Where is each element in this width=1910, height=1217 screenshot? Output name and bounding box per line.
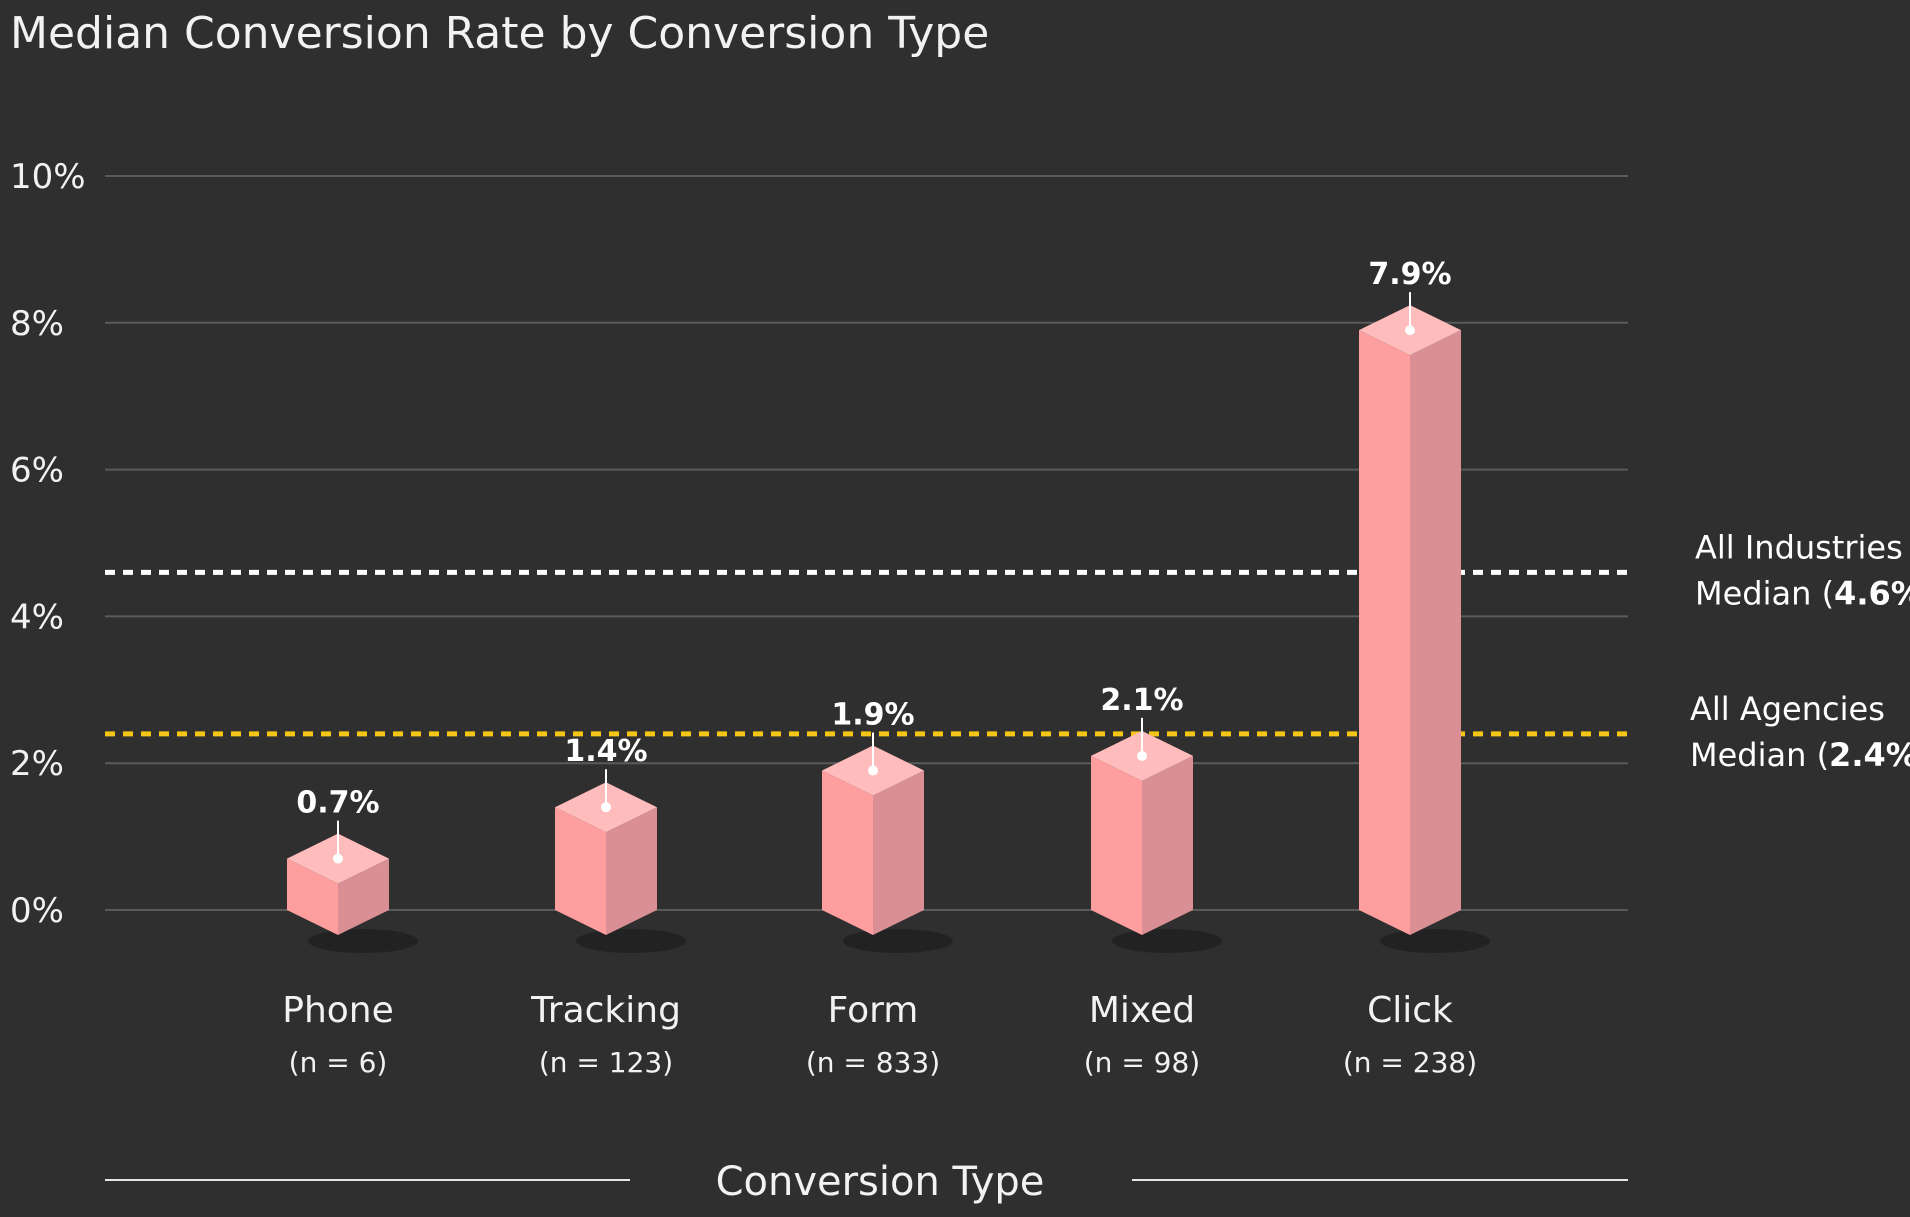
- bar-left-face: [822, 770, 873, 935]
- value-dot: [333, 853, 343, 864]
- reference-label-line1: All Industries: [1695, 528, 1903, 566]
- bar-right-face: [338, 858, 389, 935]
- bar-shadow: [1112, 929, 1222, 953]
- reference-label-prefix: Median (: [1690, 736, 1829, 774]
- bar: 1.9%: [822, 698, 953, 953]
- category-label: Mixed: [1089, 990, 1195, 1031]
- reference-label-prefix: Median (: [1695, 574, 1834, 612]
- sample-size-label: (n = 6): [289, 1046, 388, 1079]
- chart-title: Median Conversion Rate by Conversion Typ…: [10, 8, 989, 59]
- bar: 7.9%: [1359, 257, 1490, 953]
- y-axis-ticks: 0% 2% 4% 6% 8% 10%: [10, 157, 86, 931]
- category-label: Tracking: [530, 990, 681, 1031]
- category-label: Phone: [282, 990, 394, 1031]
- sample-size-label: (n = 98): [1084, 1046, 1200, 1079]
- bar-left-face: [555, 807, 606, 935]
- reference-label-line2: Median (4.6%): [1695, 574, 1910, 612]
- bar-right-face: [873, 770, 924, 935]
- reference-label-line1: All Agencies: [1690, 690, 1885, 728]
- reference-label-value: 4.6%: [1834, 574, 1910, 612]
- value-dot: [601, 802, 611, 813]
- bar-shadow: [308, 929, 418, 953]
- sample-size-label: (n = 238): [1343, 1046, 1477, 1079]
- value-dot: [1405, 325, 1415, 336]
- y-tick-label: 10%: [10, 157, 86, 197]
- value-label: 1.9%: [831, 698, 914, 733]
- value-label: 1.4%: [564, 734, 647, 769]
- y-tick-label: 4%: [10, 597, 64, 637]
- bar: 0.7%: [287, 786, 418, 953]
- y-tick-label: 0%: [10, 891, 64, 931]
- sample-size-label: (n = 123): [539, 1046, 673, 1079]
- bar-right-face: [1142, 755, 1193, 935]
- value-label: 7.9%: [1368, 257, 1451, 292]
- bar-right-face: [1410, 330, 1461, 935]
- category-label: Form: [828, 990, 919, 1031]
- y-tick-label: 8%: [10, 304, 64, 344]
- bar-left-face: [1359, 330, 1410, 935]
- bar-left-face: [287, 858, 338, 935]
- value-dot: [1137, 750, 1147, 761]
- bar-left-face: [1091, 755, 1142, 935]
- reference-label-line2: Median (2.4%): [1690, 736, 1910, 774]
- bar: 2.1%: [1091, 683, 1222, 953]
- value-dot: [868, 765, 878, 776]
- value-label: 2.1%: [1100, 683, 1183, 718]
- bar-shadow: [576, 929, 686, 953]
- category-label: Click: [1367, 990, 1453, 1031]
- value-label: 0.7%: [296, 786, 379, 821]
- x-axis-label: Conversion Type: [716, 1159, 1045, 1205]
- bar-right-face: [606, 807, 657, 935]
- bar-shadow: [1380, 929, 1490, 953]
- reference-lines: All Industries Median (4.6%) All Agencies M…: [105, 528, 1910, 774]
- bars: 0.7% 1.4% 1.9% 2.1% 7.9%: [287, 257, 1490, 953]
- bar: 1.4%: [555, 734, 686, 953]
- sample-size-label: (n = 833): [806, 1046, 940, 1079]
- y-tick-label: 6%: [10, 451, 64, 491]
- reference-label-value: 2.4%: [1829, 736, 1910, 774]
- y-tick-label: 2%: [10, 744, 64, 784]
- category-labels: Phone (n = 6) Tracking (n = 123) Form (n = 83…: [282, 990, 1477, 1079]
- bar-shadow: [843, 929, 953, 953]
